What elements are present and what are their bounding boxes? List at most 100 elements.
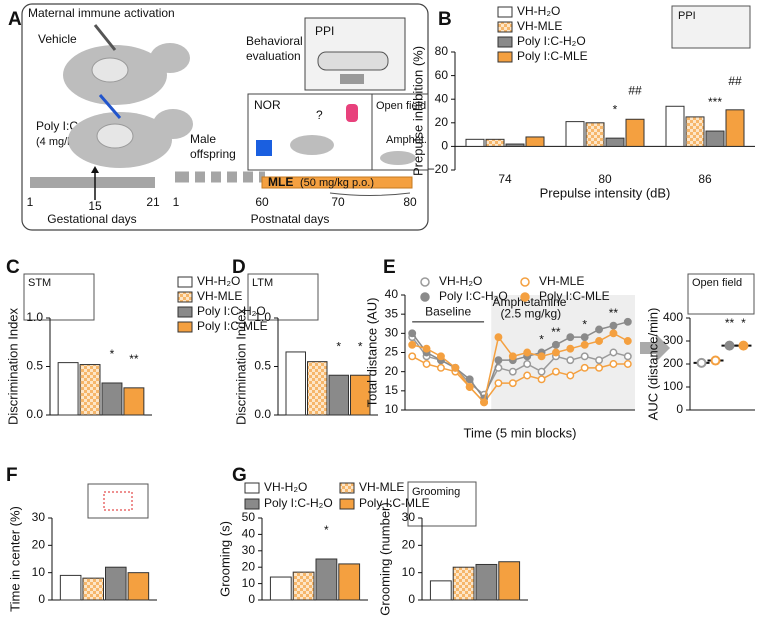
panel-letter: D	[232, 257, 246, 278]
point	[551, 340, 560, 349]
annotation: ***	[708, 95, 722, 109]
point	[609, 348, 618, 357]
annotation: *	[336, 339, 341, 353]
gest-tick: 15	[88, 199, 102, 213]
y-tick-label: 20	[385, 364, 399, 378]
x-axis-label: Time (5 min blocks)	[464, 425, 577, 440]
legend-label: Poly I:C-H₂O	[517, 34, 586, 48]
point	[465, 383, 474, 391]
y-tick-label: 10	[242, 576, 256, 590]
legend-label: VH-H₂O	[439, 274, 482, 288]
y-tick-label: 30	[242, 543, 256, 557]
gestation-bar	[30, 177, 155, 188]
y-axis-label: Grooming (number)	[377, 502, 392, 615]
legend-swatch	[497, 36, 513, 48]
inset-label: STM	[28, 277, 51, 289]
y-tick-label: 100	[663, 379, 683, 393]
vehicle-label: Vehicle	[38, 32, 77, 46]
bar	[269, 576, 292, 601]
y-axis-label: AUC (distance/min)	[645, 308, 660, 421]
y-tick-label: 50	[242, 510, 256, 524]
bar	[307, 361, 328, 416]
open-field-map	[87, 483, 149, 519]
legend-swatch	[339, 482, 355, 494]
point	[408, 329, 417, 338]
legend-label: VH-H₂O	[197, 274, 240, 288]
ppi-stand	[340, 74, 364, 84]
bar	[685, 116, 705, 147]
point	[494, 356, 503, 365]
bar	[605, 137, 625, 147]
fetus	[91, 57, 129, 83]
y-tick-label: 0.0	[254, 407, 271, 421]
offspring-label: Male	[190, 132, 216, 146]
annotation: ##	[628, 83, 642, 97]
point	[408, 340, 417, 349]
x-tick-label: 80	[598, 172, 612, 186]
legend-swatch	[497, 51, 513, 63]
y-tick-label: 20	[242, 559, 256, 573]
y-axis-label: Discrimination Index	[5, 307, 20, 425]
legend-label: VH-MLE	[517, 19, 562, 33]
y-tick-label: 0.0	[26, 407, 43, 421]
rat-head	[153, 109, 193, 139]
y-tick-label: 30	[32, 510, 46, 524]
inset-box	[23, 273, 95, 321]
inset-box	[687, 273, 755, 315]
fetus	[96, 123, 134, 149]
legend-label: Poly I:C-H₂O	[264, 496, 333, 510]
bar	[82, 577, 105, 601]
point	[508, 379, 517, 388]
y-tick-label: 20	[402, 538, 416, 552]
bar	[338, 563, 361, 601]
annotation: *	[539, 333, 544, 347]
behavior-label: evaluation	[246, 49, 301, 63]
y-tick-label: 60	[435, 68, 449, 82]
y-tick-label: 10	[32, 565, 46, 579]
point	[595, 325, 604, 334]
baseline-label: Baseline	[425, 304, 471, 318]
y-tick-label: 25	[385, 345, 399, 359]
legend-swatch	[177, 321, 193, 333]
point	[508, 352, 517, 361]
legend-marker	[520, 277, 530, 287]
inset-box	[247, 273, 319, 321]
pink-cylinder	[346, 104, 358, 122]
point	[551, 367, 560, 376]
y-tick-label: 400	[663, 310, 683, 324]
point	[623, 317, 632, 326]
y-tick-label: 10	[402, 565, 416, 579]
y-tick-label: 40	[385, 287, 399, 301]
point	[523, 371, 532, 380]
bar	[429, 580, 452, 601]
mean-dot	[710, 355, 721, 366]
brace	[329, 192, 411, 196]
inset-box	[671, 5, 751, 49]
legend-label: VH-MLE	[539, 274, 584, 288]
blue-cube	[256, 140, 272, 156]
y-tick-label: 40	[435, 91, 449, 105]
bar	[485, 138, 505, 147]
bar	[505, 143, 525, 147]
annotation: *	[324, 523, 329, 537]
point	[566, 356, 575, 365]
point	[436, 352, 445, 361]
y-tick-label: 80	[435, 44, 449, 58]
y-tick-label: 0	[408, 592, 415, 606]
panel-letter: C	[6, 257, 20, 278]
x-axis-label: Prepulse intensity (dB)	[540, 185, 671, 200]
inset-label: PPI	[678, 10, 696, 22]
legend-marker	[520, 292, 530, 302]
y-tick-label: 300	[663, 333, 683, 347]
legend-label: VH-MLE	[359, 480, 404, 494]
ppi-tube	[317, 51, 389, 71]
bar	[315, 558, 338, 601]
point	[422, 360, 431, 368]
point	[523, 360, 532, 368]
bar	[705, 130, 725, 147]
point	[508, 367, 517, 376]
bar	[475, 563, 498, 601]
bar	[105, 566, 127, 601]
point	[494, 379, 503, 388]
mle-label: MLE	[268, 175, 293, 189]
